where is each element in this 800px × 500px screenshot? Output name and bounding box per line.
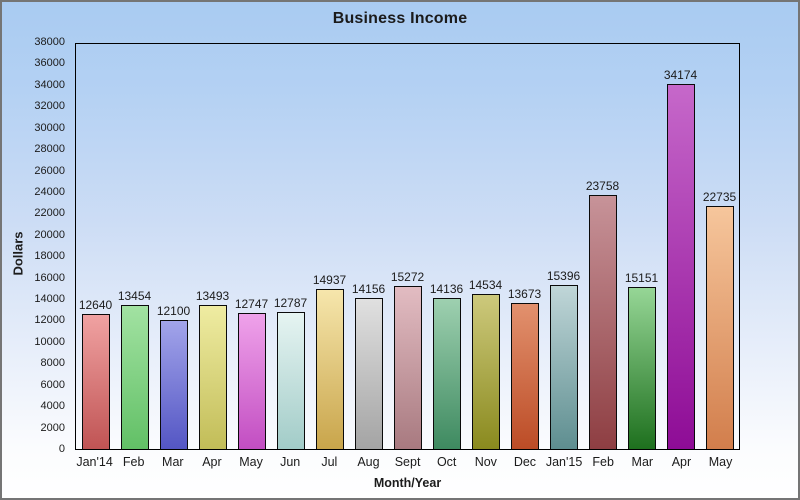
x-axis-ticks: Jan'14 Feb Mar Apr May Jun Jul Aug Sept Oct Nov Dec… bbox=[75, 455, 740, 469]
y-tick-label: 24000 bbox=[34, 185, 65, 198]
bar-jun-5 bbox=[276, 312, 305, 449]
bar-value-label: 12640 bbox=[78, 298, 113, 312]
x-tick-label: Sept bbox=[394, 455, 421, 469]
bar-value-label: 14937 bbox=[312, 273, 347, 287]
y-tick-label: 16000 bbox=[34, 271, 65, 284]
x-tick-label: Feb bbox=[592, 455, 614, 469]
x-tick-label: Feb bbox=[122, 455, 145, 469]
bar-dec-11 bbox=[510, 303, 539, 449]
bar-mar-14 bbox=[627, 287, 656, 449]
bar-slot: 12787 bbox=[271, 44, 310, 449]
bar-value-label: 12100 bbox=[156, 304, 191, 318]
bar-nov-10 bbox=[471, 294, 500, 449]
bar-sept-8 bbox=[393, 286, 422, 449]
x-tick-label: Mar bbox=[162, 455, 184, 469]
x-tick-label: Jan'15 bbox=[545, 455, 583, 469]
bar-slot: 12747 bbox=[232, 44, 271, 449]
y-tick-label: 4000 bbox=[40, 400, 65, 413]
y-axis-ticks: 0 2000 4000 6000 8000 10000 12000 14000 16000 180… bbox=[2, 36, 71, 455]
bar-slot: 15272 bbox=[388, 44, 427, 449]
y-tick-label: 34000 bbox=[34, 78, 65, 91]
y-tick-label: 18000 bbox=[34, 250, 65, 263]
bar-slot: 14156 bbox=[349, 44, 388, 449]
x-tick-label: Jun bbox=[280, 455, 301, 469]
x-tick-label: Jul bbox=[321, 455, 338, 469]
bar-slot: 13493 bbox=[193, 44, 232, 449]
bar-slot: 12100 bbox=[154, 44, 193, 449]
bar-value-label: 23758 bbox=[585, 179, 620, 193]
bar-jan15-12 bbox=[549, 285, 578, 449]
x-tick-label: Nov bbox=[474, 455, 497, 469]
y-tick-label: 0 bbox=[58, 443, 65, 455]
bar-slot: 15151 bbox=[622, 44, 661, 449]
bar-value-label: 13673 bbox=[507, 287, 542, 301]
bar-slot: 22735 bbox=[700, 44, 739, 449]
x-tick-label: Oct bbox=[436, 455, 457, 469]
y-tick-label: 26000 bbox=[34, 164, 65, 177]
y-tick-label: 30000 bbox=[34, 121, 65, 134]
plot-area: 12640 13454 12100 13493 12747 12787 14937 14156… bbox=[75, 43, 740, 450]
bar-may-16 bbox=[705, 206, 734, 449]
y-tick-label: 10000 bbox=[34, 335, 65, 348]
bars-container: 12640 13454 12100 13493 12747 12787 14937 14156… bbox=[76, 44, 739, 449]
bar-jan14-0 bbox=[81, 314, 110, 449]
x-tick-label: May bbox=[239, 455, 263, 469]
y-tick-label: 8000 bbox=[40, 357, 65, 370]
bar-jul-6 bbox=[315, 289, 344, 449]
y-tick-label: 38000 bbox=[34, 36, 65, 48]
y-tick-label: 32000 bbox=[34, 100, 65, 113]
chart-title: Business Income bbox=[332, 10, 468, 27]
bar-value-label: 34174 bbox=[663, 68, 698, 82]
y-tick-label: 14000 bbox=[34, 293, 65, 306]
bar-aug-7 bbox=[354, 298, 383, 449]
bar-may-4 bbox=[237, 313, 266, 449]
x-tick-label: Mar bbox=[631, 455, 654, 469]
bar-slot: 14534 bbox=[466, 44, 505, 449]
bar-slot: 13673 bbox=[505, 44, 544, 449]
x-tick-label: May bbox=[708, 455, 733, 469]
x-tick-label: Dec bbox=[513, 455, 537, 469]
bar-value-label: 14534 bbox=[468, 278, 503, 292]
bar-value-label: 15272 bbox=[390, 270, 425, 284]
bar-value-label: 15396 bbox=[546, 269, 581, 283]
bar-mar-2 bbox=[159, 320, 188, 449]
bar-feb-13 bbox=[588, 195, 617, 449]
bar-value-label: 14136 bbox=[429, 282, 464, 296]
y-tick-label: 2000 bbox=[40, 421, 65, 434]
x-axis-label: Month/Year bbox=[373, 476, 442, 490]
bar-slot: 34174 bbox=[661, 44, 700, 449]
x-tick-label: Apr bbox=[202, 455, 222, 469]
x-tick-label: Aug bbox=[357, 455, 380, 469]
y-tick-label: 22000 bbox=[34, 207, 65, 220]
bar-value-label: 12747 bbox=[234, 297, 269, 311]
y-tick-label: 36000 bbox=[34, 57, 65, 70]
y-tick-label: 12000 bbox=[34, 314, 65, 327]
y-tick-label: 28000 bbox=[34, 143, 65, 156]
bar-feb-1 bbox=[120, 305, 149, 449]
x-tick-label: Apr bbox=[671, 455, 692, 469]
y-tick-label: 20000 bbox=[34, 228, 65, 241]
bar-value-label: 22735 bbox=[702, 190, 737, 204]
bar-slot: 14136 bbox=[427, 44, 466, 449]
bar-value-label: 13493 bbox=[195, 289, 230, 303]
bar-apr-3 bbox=[198, 305, 227, 449]
bar-slot: 14937 bbox=[310, 44, 349, 449]
y-tick-label: 6000 bbox=[40, 378, 65, 391]
bar-apr-15 bbox=[666, 84, 695, 449]
bar-value-label: 15151 bbox=[624, 271, 659, 285]
bar-slot: 23758 bbox=[583, 44, 622, 449]
bar-oct-9 bbox=[432, 298, 461, 449]
bar-value-label: 12787 bbox=[273, 296, 308, 310]
bar-value-label: 14156 bbox=[351, 282, 386, 296]
bar-slot: 12640 bbox=[76, 44, 115, 449]
x-tick-label: Jan'14 bbox=[76, 455, 113, 469]
bar-value-label: 13454 bbox=[117, 289, 152, 303]
bar-slot: 15396 bbox=[544, 44, 583, 449]
bar-slot: 13454 bbox=[115, 44, 154, 449]
